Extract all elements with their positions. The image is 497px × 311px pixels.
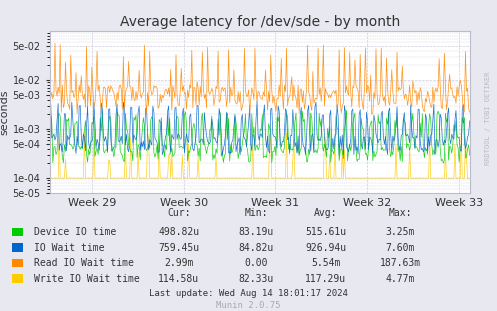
Text: Munin 2.0.75: Munin 2.0.75 [216, 301, 281, 310]
Text: 187.63m: 187.63m [380, 258, 420, 268]
Text: 117.29u: 117.29u [305, 274, 346, 284]
Text: 5.54m: 5.54m [311, 258, 340, 268]
Text: 7.60m: 7.60m [385, 243, 415, 253]
Text: IO Wait time: IO Wait time [34, 243, 104, 253]
Text: Min:: Min: [244, 208, 268, 218]
Text: Last update: Wed Aug 14 18:01:17 2024: Last update: Wed Aug 14 18:01:17 2024 [149, 289, 348, 298]
Text: Avg:: Avg: [314, 208, 337, 218]
Text: 3.25m: 3.25m [385, 227, 415, 237]
Text: 114.58u: 114.58u [159, 274, 199, 284]
Text: 515.61u: 515.61u [305, 227, 346, 237]
Text: Cur:: Cur: [167, 208, 191, 218]
Text: 759.45u: 759.45u [159, 243, 199, 253]
Text: 4.77m: 4.77m [385, 274, 415, 284]
Text: RRDTOOL / TOBI OETIKER: RRDTOOL / TOBI OETIKER [485, 72, 491, 165]
Text: 82.33u: 82.33u [239, 274, 273, 284]
Text: 83.19u: 83.19u [239, 227, 273, 237]
Y-axis label: seconds: seconds [0, 89, 10, 135]
Title: Average latency for /dev/sde - by month: Average latency for /dev/sde - by month [120, 15, 400, 29]
Text: Max:: Max: [388, 208, 412, 218]
Text: 0.00: 0.00 [244, 258, 268, 268]
Text: 2.99m: 2.99m [164, 258, 194, 268]
Text: Device IO time: Device IO time [34, 227, 116, 237]
Text: 498.82u: 498.82u [159, 227, 199, 237]
Text: Write IO Wait time: Write IO Wait time [34, 274, 140, 284]
Text: 926.94u: 926.94u [305, 243, 346, 253]
Text: Read IO Wait time: Read IO Wait time [34, 258, 134, 268]
Text: 84.82u: 84.82u [239, 243, 273, 253]
